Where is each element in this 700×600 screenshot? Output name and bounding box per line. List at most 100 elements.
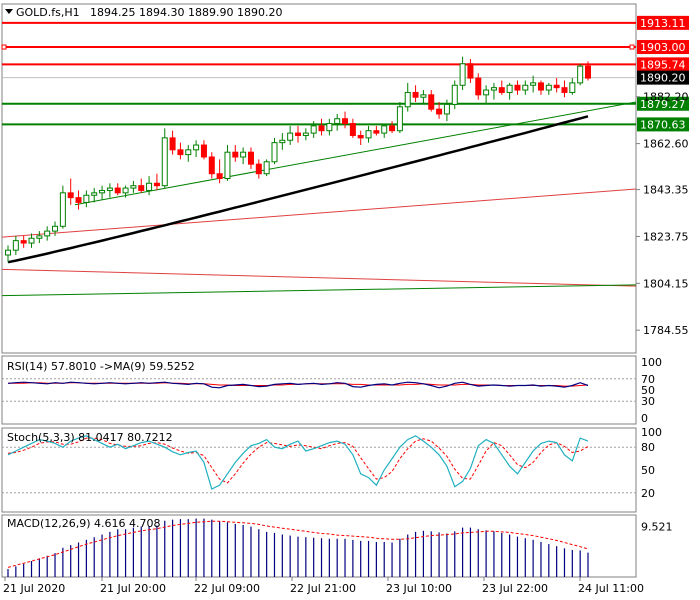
candle-body — [451, 84, 458, 105]
candle-body — [161, 137, 168, 187]
time-tick-label: 22 Jul 09:00 — [194, 582, 260, 595]
level-tag-support-1870: 1870.63 — [640, 118, 686, 131]
candle-body — [389, 125, 396, 132]
candle-body — [483, 89, 490, 96]
moving-average-line — [7, 115, 589, 264]
candle-body — [506, 84, 513, 93]
stoch-signal-line — [7, 437, 589, 484]
price-tick-label: 1882.20 — [643, 91, 689, 104]
stoch-tick-label: 80 — [641, 441, 655, 454]
candle-body — [193, 144, 200, 151]
candle-body — [20, 240, 27, 244]
candle-body — [255, 163, 262, 175]
candle-body — [44, 230, 51, 237]
time-tick-label: 21 Jul 20:00 — [100, 582, 166, 595]
candle-body — [287, 132, 294, 141]
rsi-line — [7, 381, 589, 389]
candle-body — [153, 182, 160, 187]
stoch-tick-label: 20 — [641, 487, 655, 500]
candle-body — [28, 237, 35, 244]
candle-body — [52, 225, 59, 232]
candle-body — [208, 156, 215, 175]
macd-signal-line — [7, 520, 589, 568]
candle-body — [59, 192, 66, 227]
candle-body — [12, 240, 19, 251]
price-tick-label: 1823.75 — [643, 230, 689, 243]
candle-body — [106, 187, 113, 191]
candle-body — [459, 63, 466, 86]
stoch-main-line — [7, 435, 589, 490]
candle-body — [467, 63, 474, 79]
rsi-tick-label: 100 — [641, 356, 662, 369]
candle-body — [302, 132, 309, 136]
trendline-lower-green — [1, 284, 637, 297]
rsi-tick-label: 50 — [641, 384, 655, 397]
candle-body — [138, 185, 145, 191]
candle-body — [91, 192, 98, 196]
candle-body — [247, 151, 254, 165]
candle-body — [318, 125, 325, 132]
candle-body — [357, 134, 364, 139]
candle-body — [420, 94, 427, 98]
level-tag-bg-support-1870 — [637, 117, 689, 132]
trendline-mid-red — [1, 188, 637, 238]
candle-body — [130, 185, 137, 189]
candle-body — [224, 151, 231, 179]
candle-body — [569, 82, 576, 93]
rsi-tick-label: 0 — [641, 412, 648, 425]
candle-body — [169, 137, 176, 151]
candle-body — [232, 151, 239, 158]
candle-body — [99, 189, 106, 194]
rsi-label: RSI(14) 57.8010 ->MA(9) 59.5252 — [7, 360, 195, 373]
rsi-pane-frame — [1, 355, 637, 425]
level-tag-bg-resistance-1895 — [637, 57, 689, 72]
candle-body — [36, 235, 43, 239]
candle-body — [122, 187, 129, 194]
rsi-tick-label: 30 — [641, 395, 655, 408]
candle-body — [349, 123, 356, 136]
level-tag-resistance-1895: 1895.74 — [640, 58, 686, 71]
level-handle-left — [1, 44, 7, 50]
candle-body — [114, 187, 121, 194]
macd-tick-label: 9.521 — [641, 520, 673, 533]
candle-body — [365, 130, 372, 139]
candle-body — [334, 118, 341, 125]
level-tag-bg-resistance-1903 — [637, 40, 689, 55]
candle-body — [83, 194, 90, 203]
candle-body — [443, 103, 450, 115]
candle-body — [545, 84, 552, 91]
candle-body — [310, 125, 317, 134]
time-tick-label: 22 Jul 21:00 — [290, 582, 356, 595]
candle-body — [530, 82, 537, 86]
level-tag-resistance-1913: 1913.11 — [640, 17, 686, 30]
candle-body — [373, 130, 380, 134]
candle-body — [75, 197, 82, 203]
level-tag-current-price: 1890.20 — [640, 72, 686, 85]
candle-body — [412, 91, 419, 98]
candle-body — [428, 94, 435, 110]
candle-body — [522, 84, 529, 91]
time-tick-label: 23 Jul 22:00 — [482, 582, 548, 595]
candle-body — [585, 65, 591, 79]
candle-body — [436, 108, 443, 115]
level-tag-bg-support-1879 — [637, 96, 689, 111]
candle-body — [498, 87, 505, 93]
stoch-pane-frame — [1, 427, 637, 513]
candle-body — [146, 182, 153, 191]
candle-body — [240, 151, 247, 158]
ohlc-text: 1894.25 1894.30 1889.90 1890.20 — [90, 6, 282, 19]
macd-label: MACD(12,26,9) 4.616 4.708 — [7, 517, 161, 530]
candle-body — [475, 77, 482, 96]
stoch-tick-label: 50 — [641, 464, 655, 477]
level-tag-bg-current-price — [637, 70, 689, 85]
candle-body — [5, 249, 11, 256]
candle-body — [381, 125, 388, 134]
candle-body — [577, 65, 584, 84]
candle-body — [404, 91, 411, 108]
time-tick-label: 21 Jul 2020 — [3, 582, 65, 595]
candle-body — [295, 132, 301, 136]
candle-body — [490, 87, 497, 91]
macd-pane-frame — [1, 514, 637, 578]
price-tick-label: 1843.35 — [643, 184, 689, 197]
